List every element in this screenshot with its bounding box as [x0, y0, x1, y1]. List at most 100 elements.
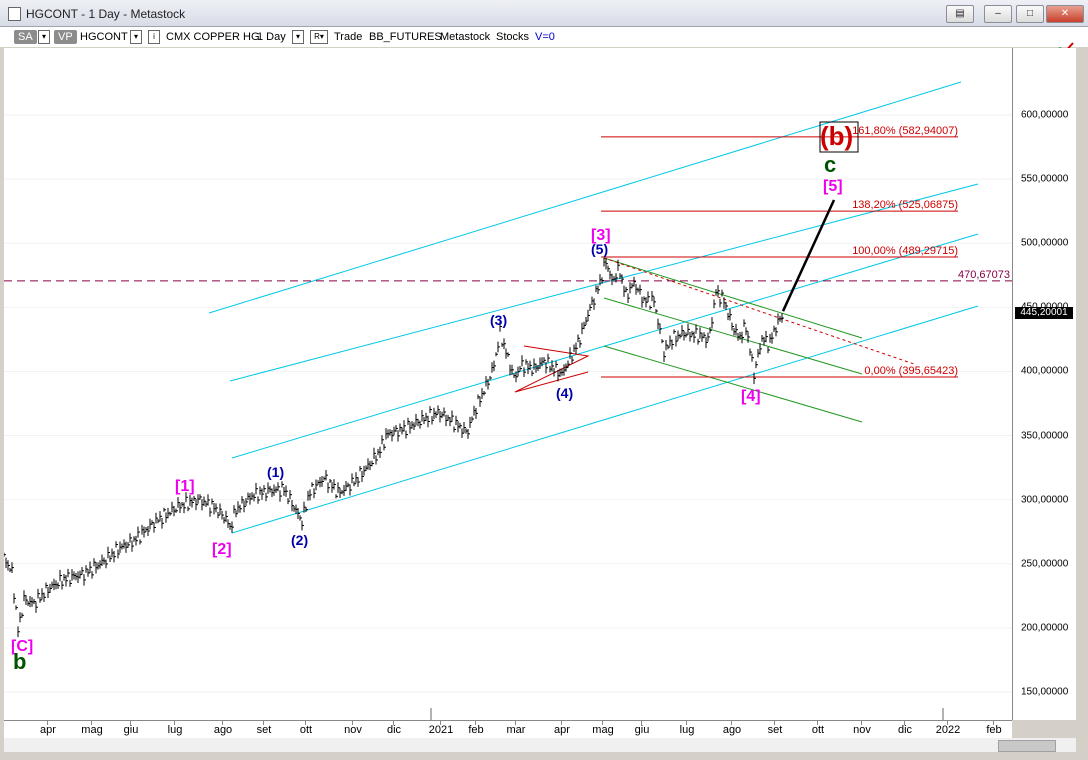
vp-button[interactable]: VP — [54, 30, 77, 44]
fib-level-label: 161,80% (582,94007) — [852, 125, 958, 137]
volume-readout: V=0 — [535, 31, 555, 43]
sa-button[interactable]: SA — [14, 30, 37, 44]
x-tick-mark — [91, 721, 92, 725]
fib-level-label: 0,00% (395,65423) — [864, 365, 958, 377]
y-tick-label: 300,00000 — [1021, 494, 1069, 506]
green-channel-line — [603, 345, 863, 423]
y-tick-label: 550,00000 — [1021, 173, 1069, 185]
channel-line — [229, 183, 979, 382]
r-dropdown-button[interactable]: R▾ — [310, 30, 328, 44]
x-tick-label: mag — [81, 724, 103, 736]
wave-label: (3) — [490, 312, 507, 328]
wave-label: (1) — [267, 464, 284, 480]
x-tick-label: ott — [299, 724, 313, 736]
y-tick-label: 350,00000 — [1021, 430, 1069, 442]
symbol-field[interactable]: HGCONT — [80, 31, 128, 43]
x-tick-label: giu — [634, 724, 650, 736]
chart-plot-area[interactable]: 161,80% (582,94007) 138,20% (525,06875) 10… — [3, 48, 1012, 720]
chart-toolbar: SA ▾ VP HGCONT ▾ i CMX COPPER HG 1 Day ▾… — [0, 27, 1088, 47]
resistance-label: 470,67073 — [958, 269, 1010, 281]
wave-label: c — [824, 152, 836, 177]
close-button[interactable]: ✕ — [1046, 5, 1084, 23]
x-tick-mark — [774, 721, 775, 725]
wave-label: [C] — [11, 638, 33, 655]
info-dropdown-icon[interactable]: i — [148, 30, 160, 44]
x-tick-label: apr — [40, 724, 56, 736]
symbol-dropdown-icon[interactable]: ▾ — [130, 30, 142, 44]
x-tick-mark — [731, 721, 732, 725]
trade-mode: Trade — [334, 31, 363, 43]
y-tick-label: 250,00000 — [1021, 558, 1069, 570]
x-tick-label: nov — [853, 724, 871, 736]
projection-line — [781, 199, 836, 312]
x-tick-label: ago — [722, 724, 742, 736]
x-tick-mark — [904, 721, 905, 725]
x-tick-label: feb — [468, 724, 484, 736]
x-tick-mark — [686, 721, 687, 725]
x-tick-mark — [993, 721, 994, 725]
sa-dropdown-icon[interactable]: ▾ — [38, 30, 50, 44]
x-tick-mark — [440, 721, 441, 725]
wave-label: [2] — [212, 541, 232, 558]
x-tick-mark — [561, 721, 562, 725]
x-tick-label: lug — [679, 724, 695, 736]
x-tick-label: mag — [592, 724, 614, 736]
green-channel-line — [603, 297, 863, 375]
x-tick-mark — [947, 721, 948, 725]
x-tick-mark — [47, 721, 48, 725]
minimize-button[interactable]: – — [984, 5, 1012, 23]
wave-label: [3] — [591, 227, 611, 244]
wave-label: [1] — [175, 478, 195, 495]
x-tick-label: nov — [344, 724, 362, 736]
x-tick-mark — [817, 721, 818, 725]
triangle-pattern — [514, 345, 590, 393]
window-title: HGCONT - 1 Day - Metastock — [26, 7, 186, 21]
x-tick-label: set — [767, 724, 783, 736]
period-field[interactable]: 1 Day — [257, 31, 286, 43]
wave-label: (2) — [291, 532, 308, 548]
r-label: R — [314, 32, 320, 41]
wave-label: [4] — [741, 388, 761, 405]
window-titlebar: HGCONT - 1 Day - Metastock ▤ – □ ✕ — [0, 0, 1088, 27]
wave-label: (b) — [820, 121, 853, 151]
x-tick-label: apr — [554, 724, 570, 736]
x-tick-mark — [305, 721, 306, 725]
price-bars — [3, 257, 784, 638]
x-tick-mark — [602, 721, 603, 725]
restore-layout-button[interactable]: ▤ — [946, 5, 974, 23]
right-frame — [1076, 48, 1088, 738]
horizontal-scrollbar[interactable] — [4, 738, 1076, 752]
channel-line — [208, 81, 962, 314]
x-tick-mark — [515, 721, 516, 725]
y-tick-label: 150,00000 — [1021, 686, 1069, 698]
maximize-button[interactable]: □ — [1016, 5, 1044, 23]
x-tick-mark — [263, 721, 264, 725]
x-tick-mark — [130, 721, 131, 725]
wave-label: (4) — [556, 385, 573, 401]
x-tick-mark — [174, 721, 175, 725]
security-type: Stocks — [496, 31, 530, 43]
x-tick-label: mar — [506, 724, 526, 736]
data-source: BB_FUTURES — [369, 31, 442, 43]
x-tick-label: lug — [167, 724, 183, 736]
green-channel-line — [603, 257, 863, 339]
scrollbar-thumb[interactable] — [998, 740, 1056, 752]
x-tick-label: ott — [811, 724, 825, 736]
period-dropdown-icon[interactable]: ▾ — [292, 30, 304, 44]
x-tick-mark — [222, 721, 223, 725]
wave-label: [5] — [823, 178, 843, 195]
y-tick-label: 600,00000 — [1021, 109, 1069, 121]
y-tick-label: 450,00000 — [1021, 302, 1068, 313]
fib-level-label: 138,20% (525,06875) — [852, 199, 958, 211]
y-tick-label: 500,00000 — [1021, 237, 1069, 249]
time-axis[interactable]: apr mag giu lug ago set ott nov dic 2021 feb mar apr… — [4, 720, 1012, 739]
price-chart[interactable]: 161,80% (582,94007) 138,20% (525,06875) 10… — [3, 48, 1012, 720]
channel-line — [231, 305, 979, 534]
x-tick-mark — [393, 721, 394, 725]
x-tick-label: giu — [123, 724, 139, 736]
wave-b-box — [819, 121, 859, 153]
x-tick-mark — [475, 721, 476, 725]
chart-window-icon — [8, 7, 21, 21]
price-axis[interactable]: 150,00000 200,00000 250,00000 300,00000 350,… — [1012, 48, 1077, 720]
x-tick-label: 2021 — [428, 724, 454, 736]
